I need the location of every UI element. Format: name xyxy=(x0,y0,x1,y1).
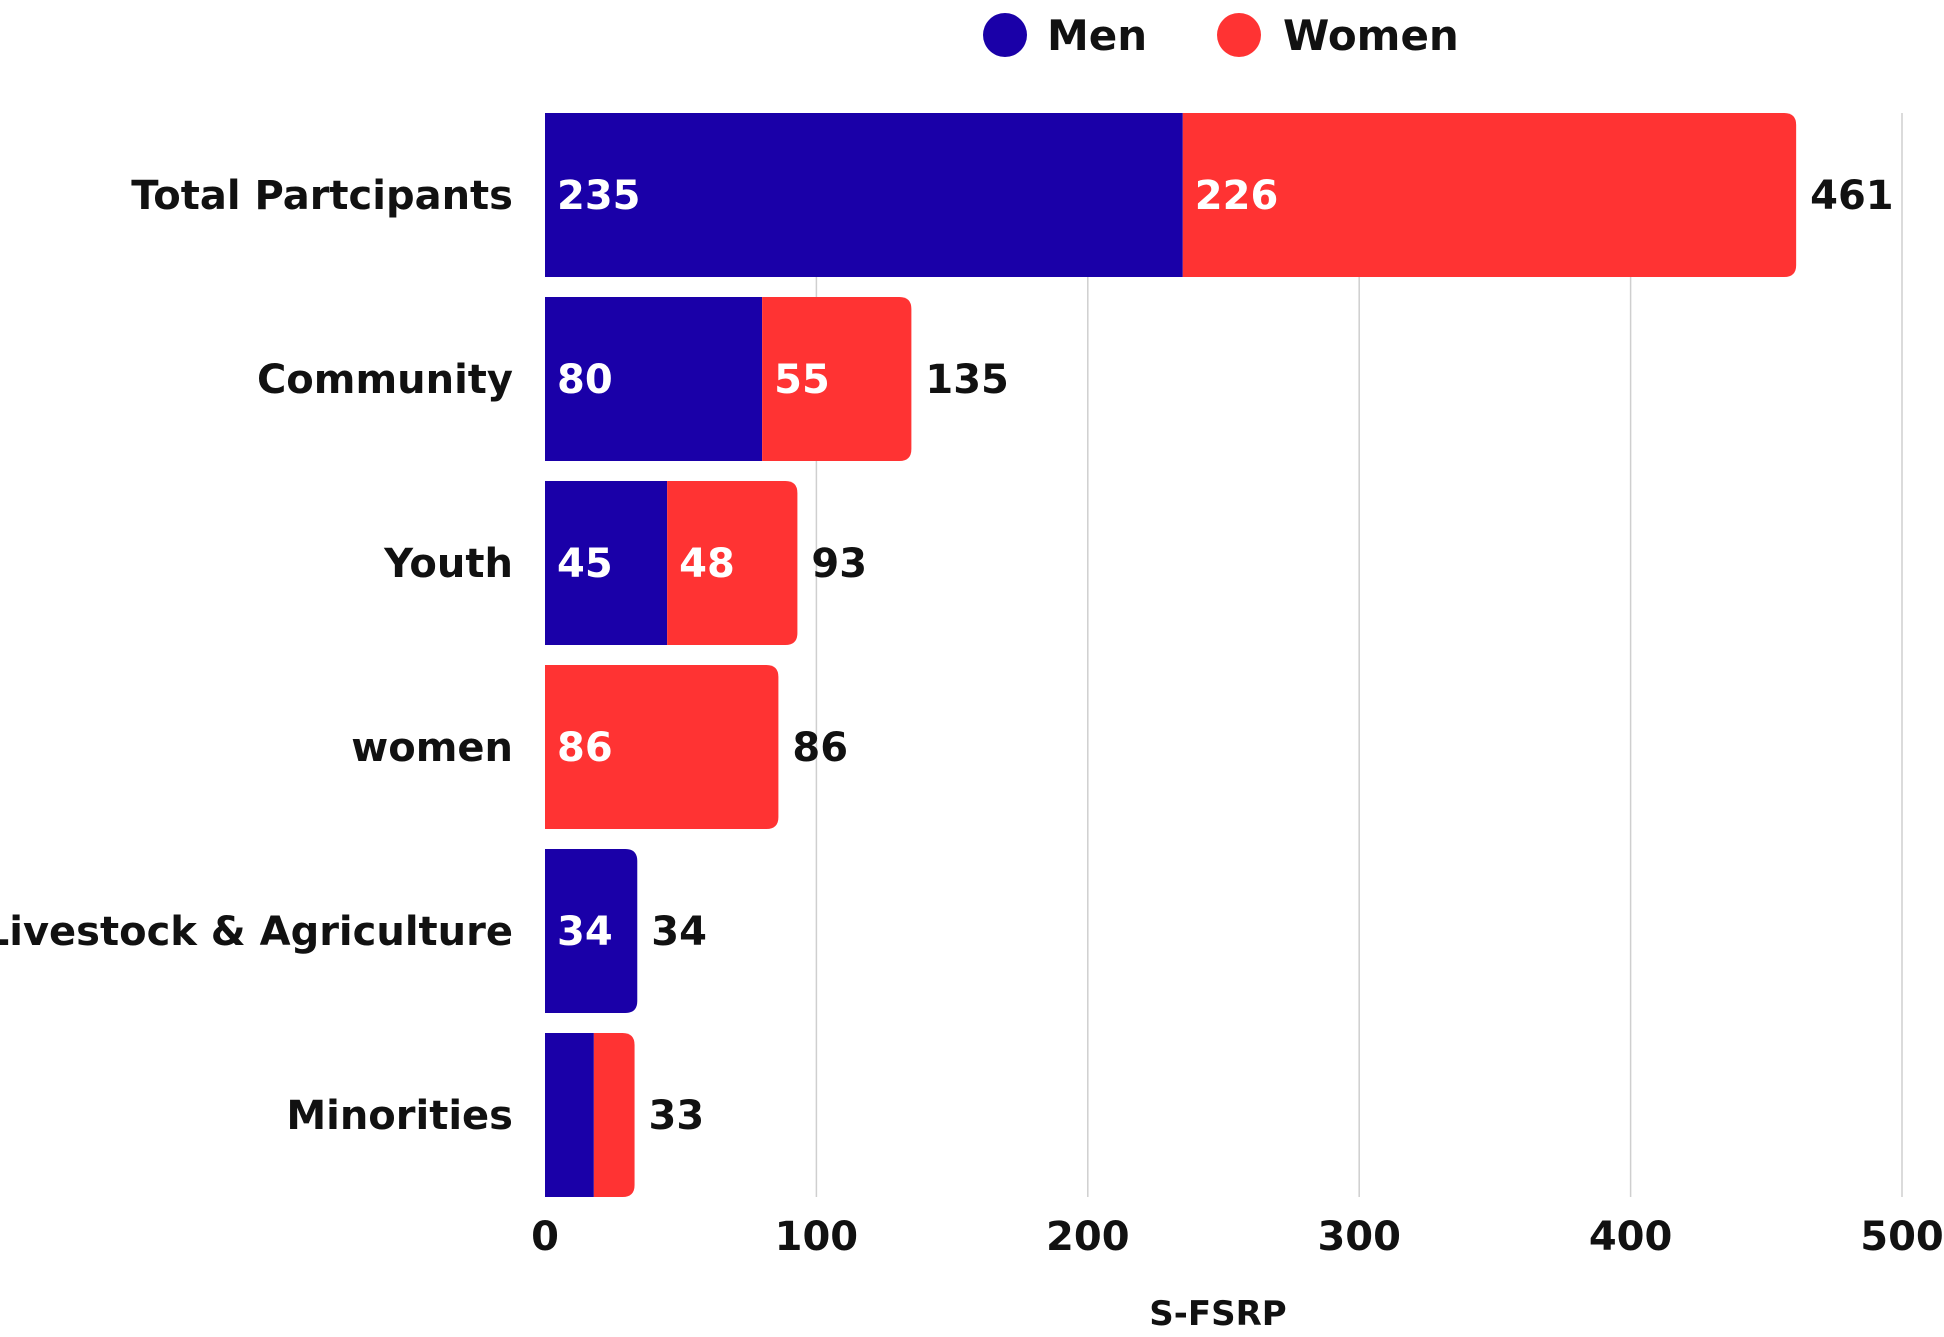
x-tick-label: 500 xyxy=(1860,1214,1944,1260)
legend-swatch-women xyxy=(1217,13,1261,57)
bar-men xyxy=(545,297,763,461)
total-label: 461 xyxy=(1810,173,1894,219)
total-label: 86 xyxy=(792,725,848,771)
x-axis-title: S-FSRP xyxy=(1149,1294,1286,1334)
category-label: Minorities xyxy=(286,1093,513,1139)
x-tick-label: 200 xyxy=(1046,1214,1130,1260)
legend: Men Women xyxy=(983,11,1459,60)
bar-women xyxy=(667,481,798,645)
total-label: 34 xyxy=(651,909,707,955)
total-label: 93 xyxy=(811,541,867,587)
bars xyxy=(545,113,1797,1197)
total-label: 135 xyxy=(925,357,1009,403)
bar-men xyxy=(545,1033,594,1197)
labels: 0 100 200 300 400 500 Total Partcipants 235 226 4… xyxy=(0,173,1944,1260)
bar-value-label: 80 xyxy=(557,357,613,403)
x-tick-label: 100 xyxy=(775,1214,859,1260)
x-tick-label: 400 xyxy=(1589,1214,1673,1260)
bar-value-label: 235 xyxy=(557,173,641,219)
bar-women xyxy=(1182,113,1797,277)
legend-swatch-men xyxy=(983,13,1027,57)
bar-value-label: 55 xyxy=(774,357,830,403)
bar-men xyxy=(545,481,668,645)
bar-value-label: 45 xyxy=(557,541,613,587)
bar-women xyxy=(593,1033,635,1197)
legend-label-men: Men xyxy=(1047,11,1147,60)
category-label: Livestock & Agriculture xyxy=(0,909,513,955)
bar-value-label: 86 xyxy=(557,725,613,771)
category-label: women xyxy=(351,725,513,771)
bar-value-label: 226 xyxy=(1195,173,1279,219)
bar-men xyxy=(545,849,638,1013)
category-label: Total Partcipants xyxy=(131,173,513,219)
x-tick-label: 300 xyxy=(1317,1214,1401,1260)
category-label: Community xyxy=(257,357,513,403)
bar-value-label: 48 xyxy=(679,541,735,587)
bar-men xyxy=(545,113,1183,277)
gridlines xyxy=(815,113,1903,1197)
total-label: 33 xyxy=(649,1093,705,1139)
x-tick-label: 0 xyxy=(531,1214,559,1260)
legend-label-women: Women xyxy=(1283,11,1459,60)
bar-women xyxy=(762,297,912,461)
category-label: Youth xyxy=(383,541,513,587)
bar-value-label: 34 xyxy=(557,909,613,955)
bar-women xyxy=(545,665,779,829)
